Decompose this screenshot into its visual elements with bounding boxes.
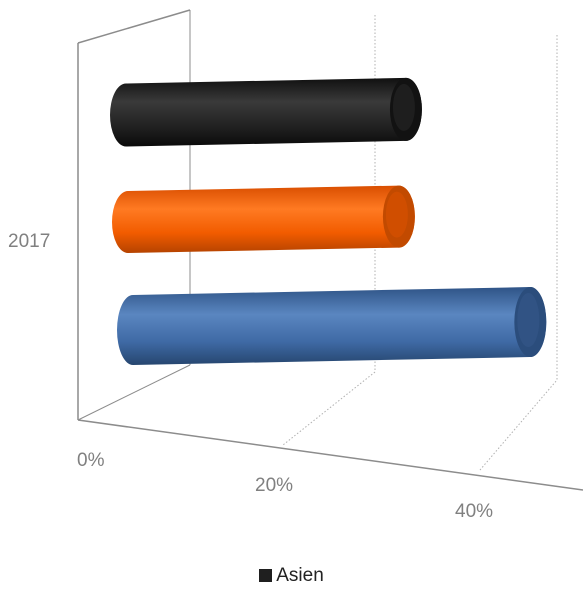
legend-label: Asien bbox=[276, 565, 324, 586]
back-wall-left-edge bbox=[77, 9, 191, 44]
category-label: 2017 bbox=[8, 231, 50, 252]
floor-back-edge bbox=[77, 364, 191, 421]
bar-asien bbox=[110, 77, 422, 147]
bar-end-cap-shade bbox=[517, 293, 540, 348]
gridline-40 bbox=[479, 35, 558, 471]
x-tick-label: 40% bbox=[455, 501, 493, 522]
bar-end-cap-shade bbox=[385, 191, 408, 238]
x-tick-label: 0% bbox=[77, 450, 105, 471]
bar-body bbox=[110, 77, 422, 147]
floor-front-edge bbox=[77, 419, 583, 491]
bar-series-1 bbox=[117, 287, 547, 365]
x-tick-label: 20% bbox=[255, 475, 293, 496]
bar-end-cap-shade bbox=[392, 83, 415, 131]
bar-body bbox=[112, 185, 415, 253]
chart-canvas: 0% 20% 40% 2017 bbox=[8, 9, 583, 522]
legend-swatch bbox=[259, 569, 273, 582]
bar-body bbox=[117, 287, 547, 365]
legend: Asien bbox=[0, 565, 583, 587]
bar-series-2 bbox=[112, 185, 415, 253]
